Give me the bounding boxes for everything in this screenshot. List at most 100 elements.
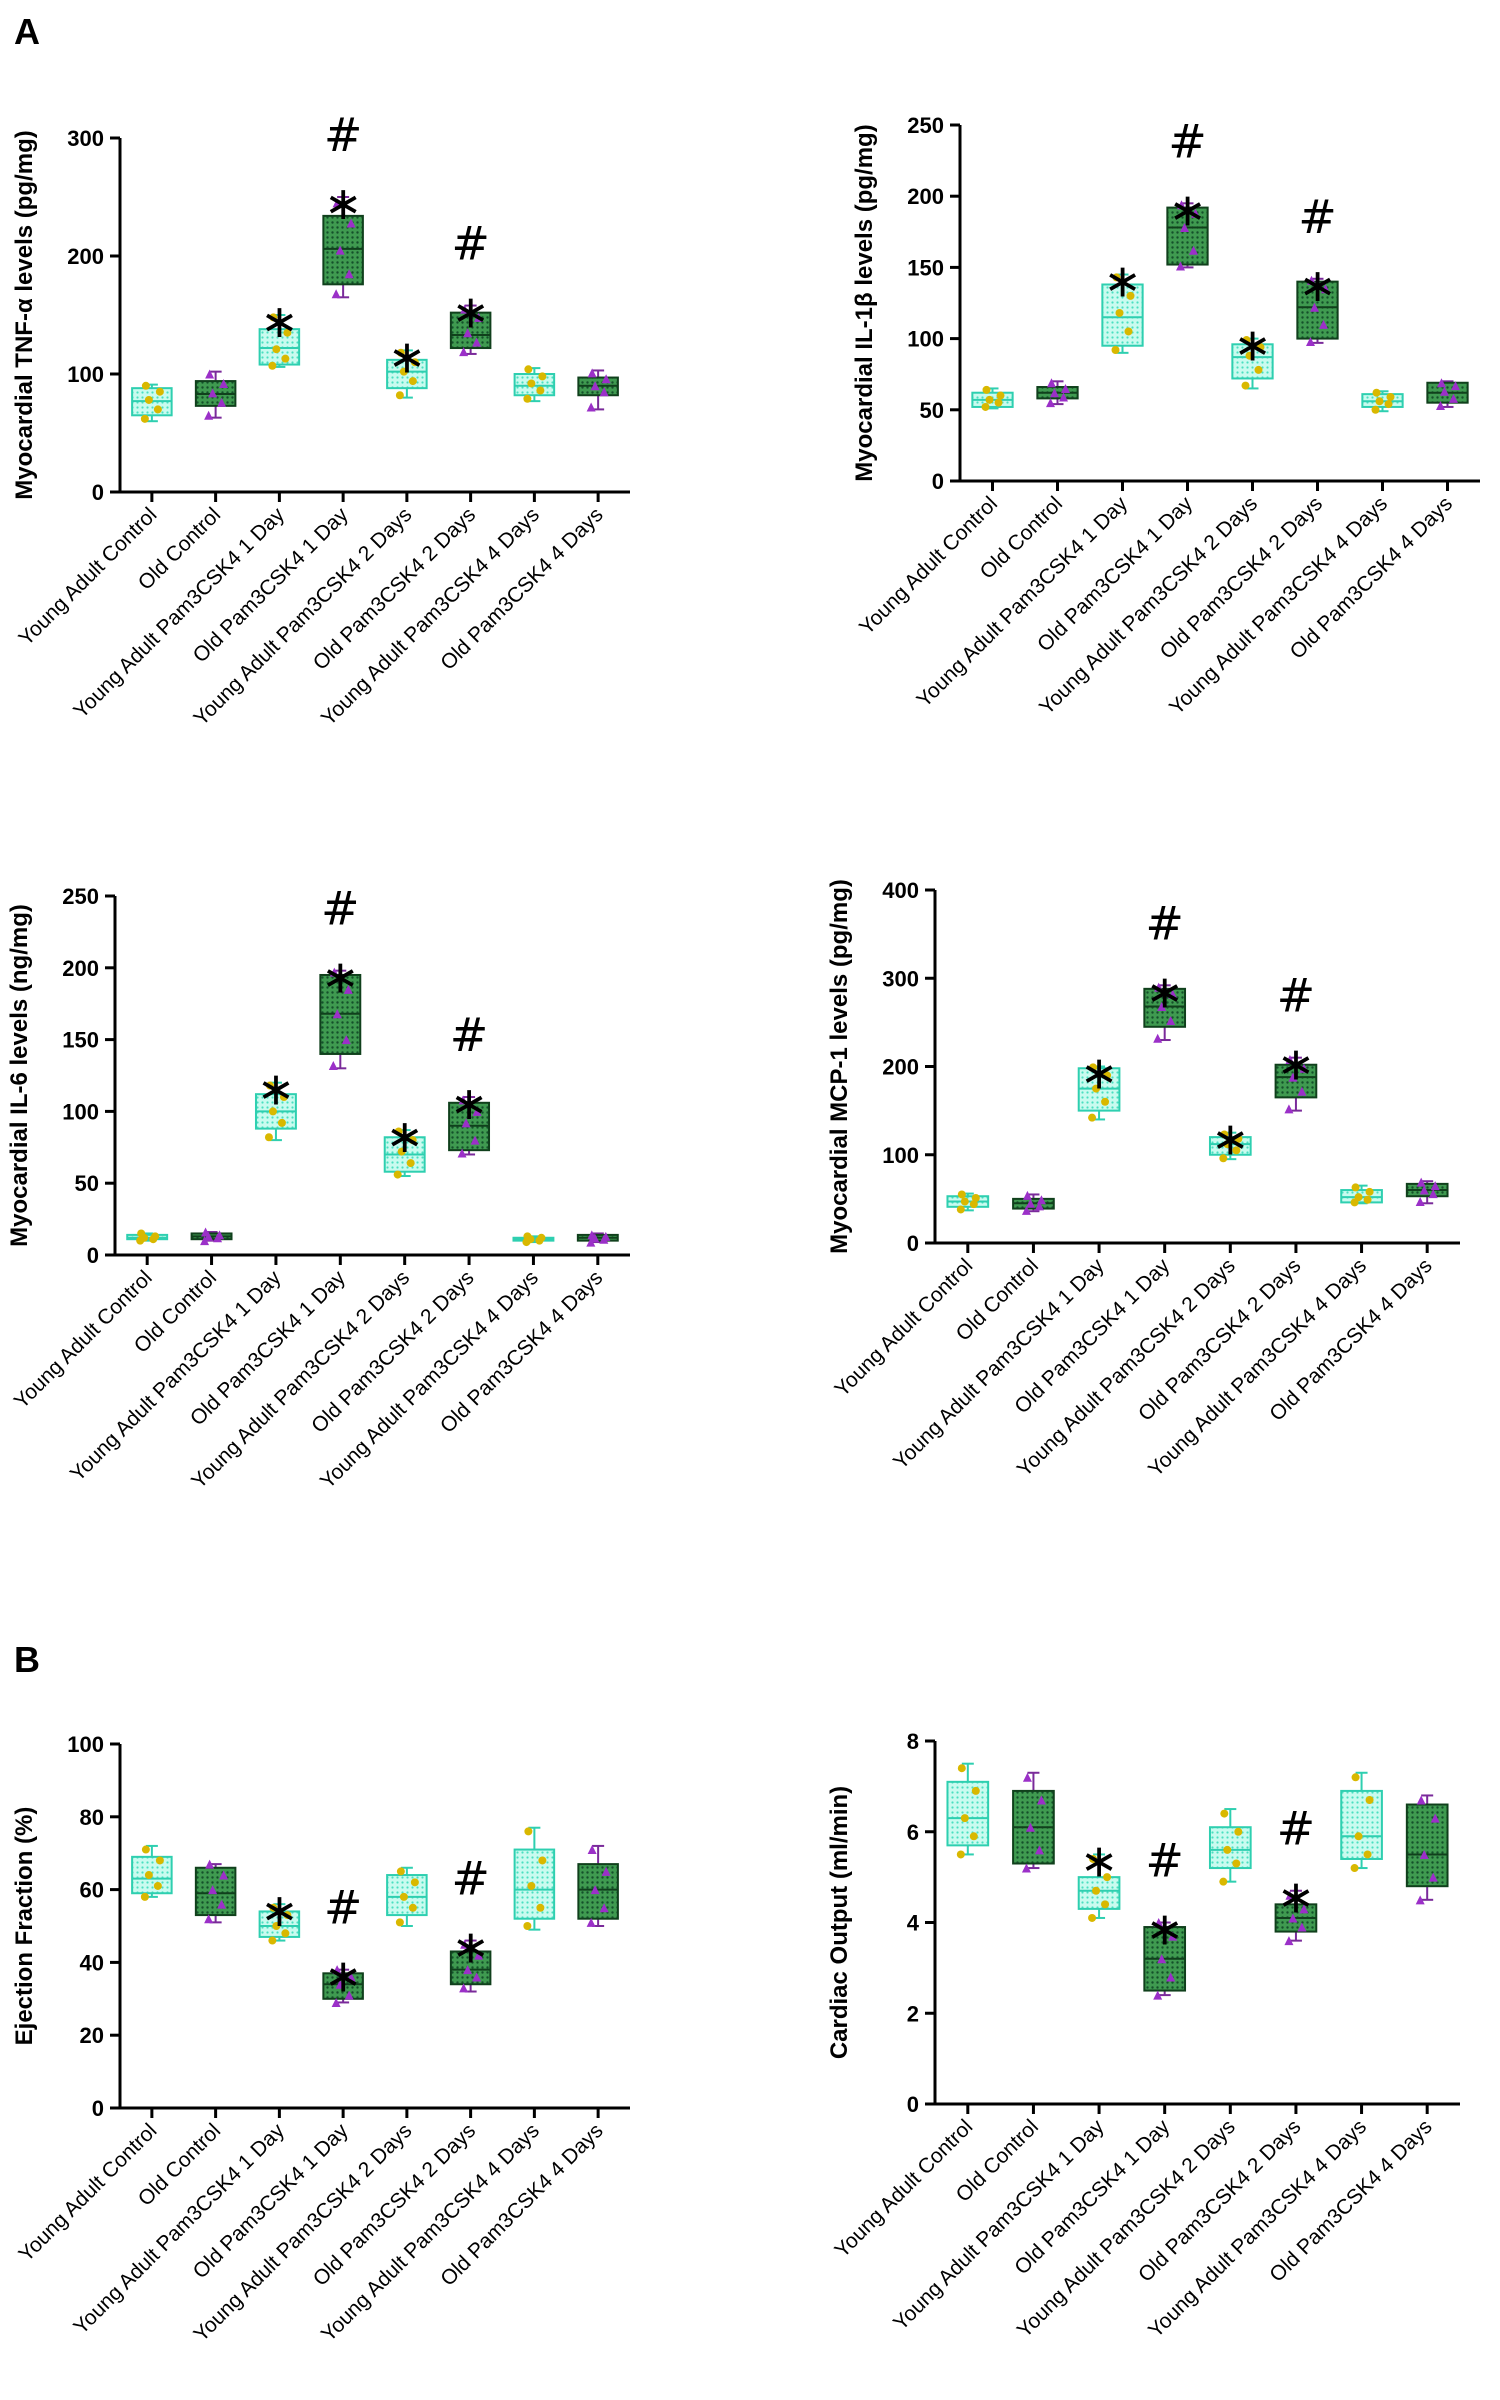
- data-point: [204, 410, 214, 420]
- data-point: [1363, 1195, 1372, 1204]
- box-young-adult-control: [131, 381, 173, 423]
- data-point: [1022, 1190, 1032, 1200]
- y-tick-label: 200: [62, 956, 99, 981]
- y-tick-label: 300: [882, 966, 919, 991]
- box-young-adult-pam3csk4-1-day: [1101, 273, 1144, 354]
- data-point: [1112, 273, 1121, 282]
- data-point: [1021, 1863, 1031, 1873]
- data-point: [1166, 1972, 1176, 1982]
- data-point: [460, 304, 470, 314]
- significance-star: ∗: [1080, 1046, 1119, 1100]
- box-iqr: [1166, 206, 1209, 266]
- data-point: [601, 374, 611, 384]
- box-young-adult-control: [946, 1190, 990, 1214]
- significance-star: ∗: [1145, 1902, 1184, 1956]
- data-point: [537, 1233, 546, 1242]
- data-point: [277, 1118, 286, 1127]
- significance-hash: #: [1298, 190, 1337, 244]
- data-point: [1288, 1913, 1298, 1923]
- data-point: [155, 1856, 164, 1865]
- data-point: [1375, 397, 1384, 406]
- box-old-pam3csk4-4-days: [1405, 1177, 1449, 1207]
- data-point: [343, 984, 353, 994]
- data-point: [279, 1093, 288, 1102]
- data-point: [1223, 1140, 1232, 1149]
- data-point: [208, 388, 218, 398]
- y-tick-label: 0: [907, 2092, 919, 2117]
- box-old-pam3csk4-2-days: [1296, 275, 1339, 346]
- box-young-adult-pam3csk4-2-days: [386, 1866, 428, 1927]
- data-point: [590, 381, 600, 391]
- data-point: [985, 395, 994, 404]
- data-point: [1124, 327, 1133, 336]
- data-point: [1416, 1177, 1426, 1187]
- y-tick-label: 2: [907, 2001, 919, 2026]
- data-point: [1034, 1845, 1044, 1855]
- data-point: [410, 1878, 419, 1887]
- data-point: [281, 1929, 290, 1938]
- significance-star: ∗: [451, 1920, 490, 1974]
- box-young-adult-pam3csk4-2-days: [1208, 1808, 1252, 1886]
- data-point: [1022, 1772, 1032, 1782]
- data-point: [219, 378, 229, 388]
- data-point: [1451, 381, 1460, 391]
- significance-hash: #: [1277, 1802, 1316, 1856]
- significance-hash: #: [324, 1881, 363, 1935]
- data-point: [1191, 208, 1200, 218]
- y-tick-label: 6: [907, 1820, 919, 1845]
- data-point: [1372, 388, 1381, 397]
- significance-star: ∗: [1103, 254, 1142, 308]
- y-tick-label: 150: [907, 255, 944, 280]
- data-point: [463, 1965, 473, 1975]
- data-point: [264, 1133, 273, 1142]
- y-axis-title: Myocardial MCP-1 levels (pg/mg): [826, 879, 853, 1254]
- box-iqr: [449, 1950, 492, 1986]
- data-point: [1430, 1813, 1440, 1823]
- box-young-adult-pam3csk4-4-days: [513, 1826, 556, 1931]
- box-old-control: [194, 369, 237, 420]
- significance-star: ∗: [1080, 1833, 1119, 1887]
- data-point: [472, 1106, 482, 1116]
- data-point: [331, 289, 341, 299]
- data-point: [1285, 1054, 1295, 1064]
- data-point: [1245, 351, 1254, 360]
- data-point: [1050, 388, 1059, 398]
- data-point: [1256, 343, 1265, 352]
- data-point: [536, 386, 545, 395]
- data-point: [1430, 1181, 1440, 1191]
- data-point: [1101, 1097, 1110, 1106]
- data-point: [1386, 392, 1395, 401]
- data-point: [1285, 1890, 1295, 1900]
- data-point: [971, 1193, 980, 1202]
- data-point: [265, 1081, 274, 1090]
- y-tick-label: 0: [932, 469, 944, 494]
- data-point: [1036, 1795, 1046, 1805]
- data-point: [1384, 400, 1393, 409]
- box-young-adult-pam3csk4-1-day: [1077, 1853, 1121, 1922]
- box-old-control: [1012, 1190, 1055, 1215]
- data-point: [1232, 1146, 1241, 1155]
- data-point: [586, 1917, 596, 1927]
- data-point: [269, 1903, 278, 1912]
- data-point: [1034, 1201, 1044, 1211]
- data-point: [344, 269, 354, 279]
- data-point: [1092, 1886, 1101, 1895]
- y-tick-label: 8: [907, 1729, 919, 1754]
- data-point: [151, 1232, 160, 1241]
- data-point: [1177, 200, 1186, 210]
- data-point: [1415, 1895, 1425, 1905]
- data-point: [587, 1230, 597, 1240]
- y-tick-label: 200: [907, 184, 944, 209]
- box-young-adult-pam3csk4-4-days: [1340, 1771, 1383, 1873]
- box-iqr: [1405, 1803, 1449, 1888]
- y-tick-label: 150: [62, 1028, 99, 1053]
- significance-hash: #: [450, 1008, 489, 1062]
- data-point: [460, 1939, 470, 1949]
- box-iqr: [322, 214, 364, 286]
- data-point: [1223, 1845, 1232, 1854]
- data-point: [523, 394, 532, 403]
- data-point: [332, 1009, 342, 1019]
- data-point: [204, 1914, 214, 1924]
- data-point: [463, 328, 473, 338]
